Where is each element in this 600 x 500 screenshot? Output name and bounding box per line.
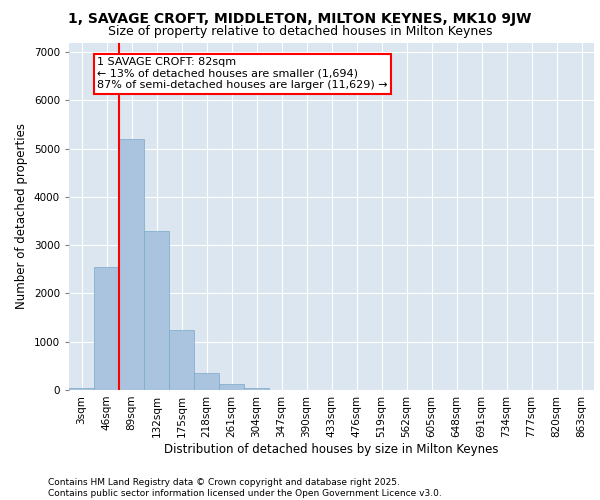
Text: Size of property relative to detached houses in Milton Keynes: Size of property relative to detached ho… [108, 25, 492, 38]
Text: Contains HM Land Registry data © Crown copyright and database right 2025.
Contai: Contains HM Land Registry data © Crown c… [48, 478, 442, 498]
Bar [244, 388, 269, 390]
Bar [94, 267, 119, 390]
X-axis label: Distribution of detached houses by size in Milton Keynes: Distribution of detached houses by size … [164, 442, 499, 456]
Bar [194, 373, 219, 390]
Bar [69, 388, 94, 390]
Bar [119, 139, 144, 390]
Text: 1 SAVAGE CROFT: 82sqm
← 13% of detached houses are smaller (1,694)
87% of semi-d: 1 SAVAGE CROFT: 82sqm ← 13% of detached … [97, 57, 388, 90]
Text: 1, SAVAGE CROFT, MIDDLETON, MILTON KEYNES, MK10 9JW: 1, SAVAGE CROFT, MIDDLETON, MILTON KEYNE… [68, 12, 532, 26]
Y-axis label: Number of detached properties: Number of detached properties [15, 123, 28, 309]
Bar [169, 330, 194, 390]
Bar [219, 384, 244, 390]
Bar [144, 230, 169, 390]
